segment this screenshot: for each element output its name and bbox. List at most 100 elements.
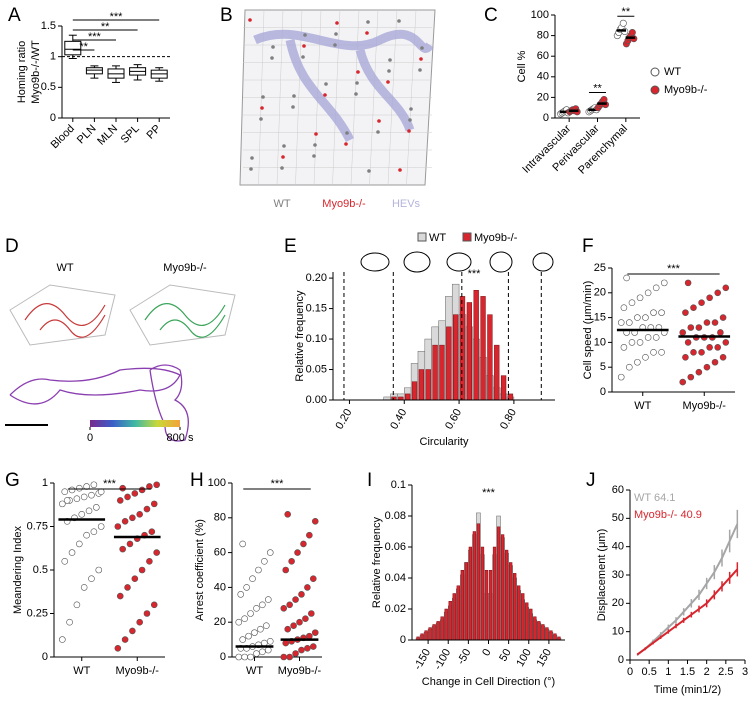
data-point xyxy=(644,289,652,297)
shape-icon xyxy=(446,252,472,272)
data-point xyxy=(719,353,727,361)
y-tick-label: 0 xyxy=(50,112,56,124)
data-point xyxy=(706,294,713,302)
significance-label: ** xyxy=(101,21,110,33)
data-point xyxy=(239,540,246,548)
y-tick-label: 0 xyxy=(600,386,606,398)
data-point xyxy=(241,653,248,661)
legend-marker xyxy=(650,85,660,95)
x-tick-label: 1.5 xyxy=(680,666,695,678)
data-point xyxy=(136,618,143,626)
data-point xyxy=(294,549,301,556)
histogram-bar xyxy=(541,624,545,641)
histogram-bar xyxy=(439,344,445,401)
panel-letter: I xyxy=(367,470,372,491)
data-point xyxy=(292,596,299,603)
histogram-bar xyxy=(425,369,431,401)
data-point xyxy=(253,604,260,612)
legend-label: Myo9b-/- xyxy=(474,232,518,244)
y-tick-label: 0.75 xyxy=(27,520,48,532)
cell xyxy=(376,130,380,134)
histogram-bar xyxy=(411,381,418,401)
data-point xyxy=(682,309,689,316)
y-tick-label: 0 xyxy=(220,651,226,663)
data-point xyxy=(714,344,722,351)
data-point xyxy=(121,517,129,525)
histogram-bar xyxy=(513,573,517,641)
histogram-bar xyxy=(480,546,485,641)
x-tick-label: PLN xyxy=(75,123,99,147)
data-point xyxy=(78,511,86,518)
data-point xyxy=(690,349,697,356)
cell xyxy=(398,168,402,172)
cell xyxy=(303,33,307,37)
data-point xyxy=(73,601,81,609)
data-point xyxy=(619,19,627,27)
cell xyxy=(354,92,358,96)
data-point xyxy=(650,309,657,316)
y-tick-label: 0.1 xyxy=(391,479,406,491)
x-tick-label: -100 xyxy=(432,647,453,672)
data-point xyxy=(280,604,288,612)
panel-letter: J xyxy=(586,470,596,491)
panel-letter: C xyxy=(484,5,498,26)
x-tick-label: Blood xyxy=(49,123,77,151)
y-tick-label: 80 xyxy=(537,30,549,42)
y-tick-label: 60 xyxy=(612,484,624,496)
panel-letter: G xyxy=(5,470,20,491)
colorbar-label: 0 xyxy=(87,432,93,444)
data-point xyxy=(76,540,83,548)
data-point xyxy=(679,378,687,386)
histogram-bar xyxy=(500,534,505,641)
histogram-bar xyxy=(529,608,533,641)
cell xyxy=(388,58,392,62)
data-point xyxy=(711,319,719,326)
y-tick-label: 50 xyxy=(612,512,624,524)
y-tick-label: 0 xyxy=(543,112,549,124)
y-tick-label: 1 xyxy=(42,477,48,489)
data-point xyxy=(131,575,139,583)
data-point xyxy=(684,279,692,287)
data-point xyxy=(259,648,266,656)
x-tick-label: WT xyxy=(246,665,263,677)
y-tick-label: 80 xyxy=(214,512,226,524)
image-grid xyxy=(350,9,360,186)
data-point xyxy=(288,557,295,565)
data-point xyxy=(153,549,160,556)
significance-label: *** xyxy=(468,268,482,280)
x-tick-label: PP xyxy=(145,123,164,142)
y-axis-label: Meandering Index xyxy=(12,525,24,614)
data-point xyxy=(298,646,305,654)
data-point xyxy=(719,314,727,321)
histogram-bar xyxy=(460,570,464,641)
cell xyxy=(334,32,338,36)
cell xyxy=(292,94,296,98)
cell-outline xyxy=(9,367,181,405)
data-point xyxy=(304,584,311,591)
data-point xyxy=(695,368,703,376)
data-point xyxy=(68,549,76,556)
data-point xyxy=(620,344,628,351)
data-point xyxy=(143,610,151,617)
significance-label: *** xyxy=(667,263,681,275)
data-point xyxy=(259,601,266,609)
data-point xyxy=(66,618,73,626)
data-point xyxy=(114,523,122,530)
data-point xyxy=(264,646,272,654)
x-axis-label: Circularity xyxy=(420,436,469,448)
histogram-bar xyxy=(473,290,479,401)
significance-label: *** xyxy=(482,487,496,499)
data-point xyxy=(241,615,248,623)
legend-marker xyxy=(650,67,660,77)
histogram-bar xyxy=(525,602,529,641)
histogram-bar xyxy=(494,344,500,401)
y-axis-label: Relative frequency xyxy=(294,290,306,382)
cell xyxy=(323,93,327,97)
legend-label: WT 64.1 xyxy=(634,492,675,504)
data-point xyxy=(116,497,124,504)
data-point xyxy=(706,344,713,351)
data-point xyxy=(76,484,83,492)
histogram-bar xyxy=(496,526,501,641)
cell xyxy=(270,56,274,60)
data-point xyxy=(255,566,262,574)
